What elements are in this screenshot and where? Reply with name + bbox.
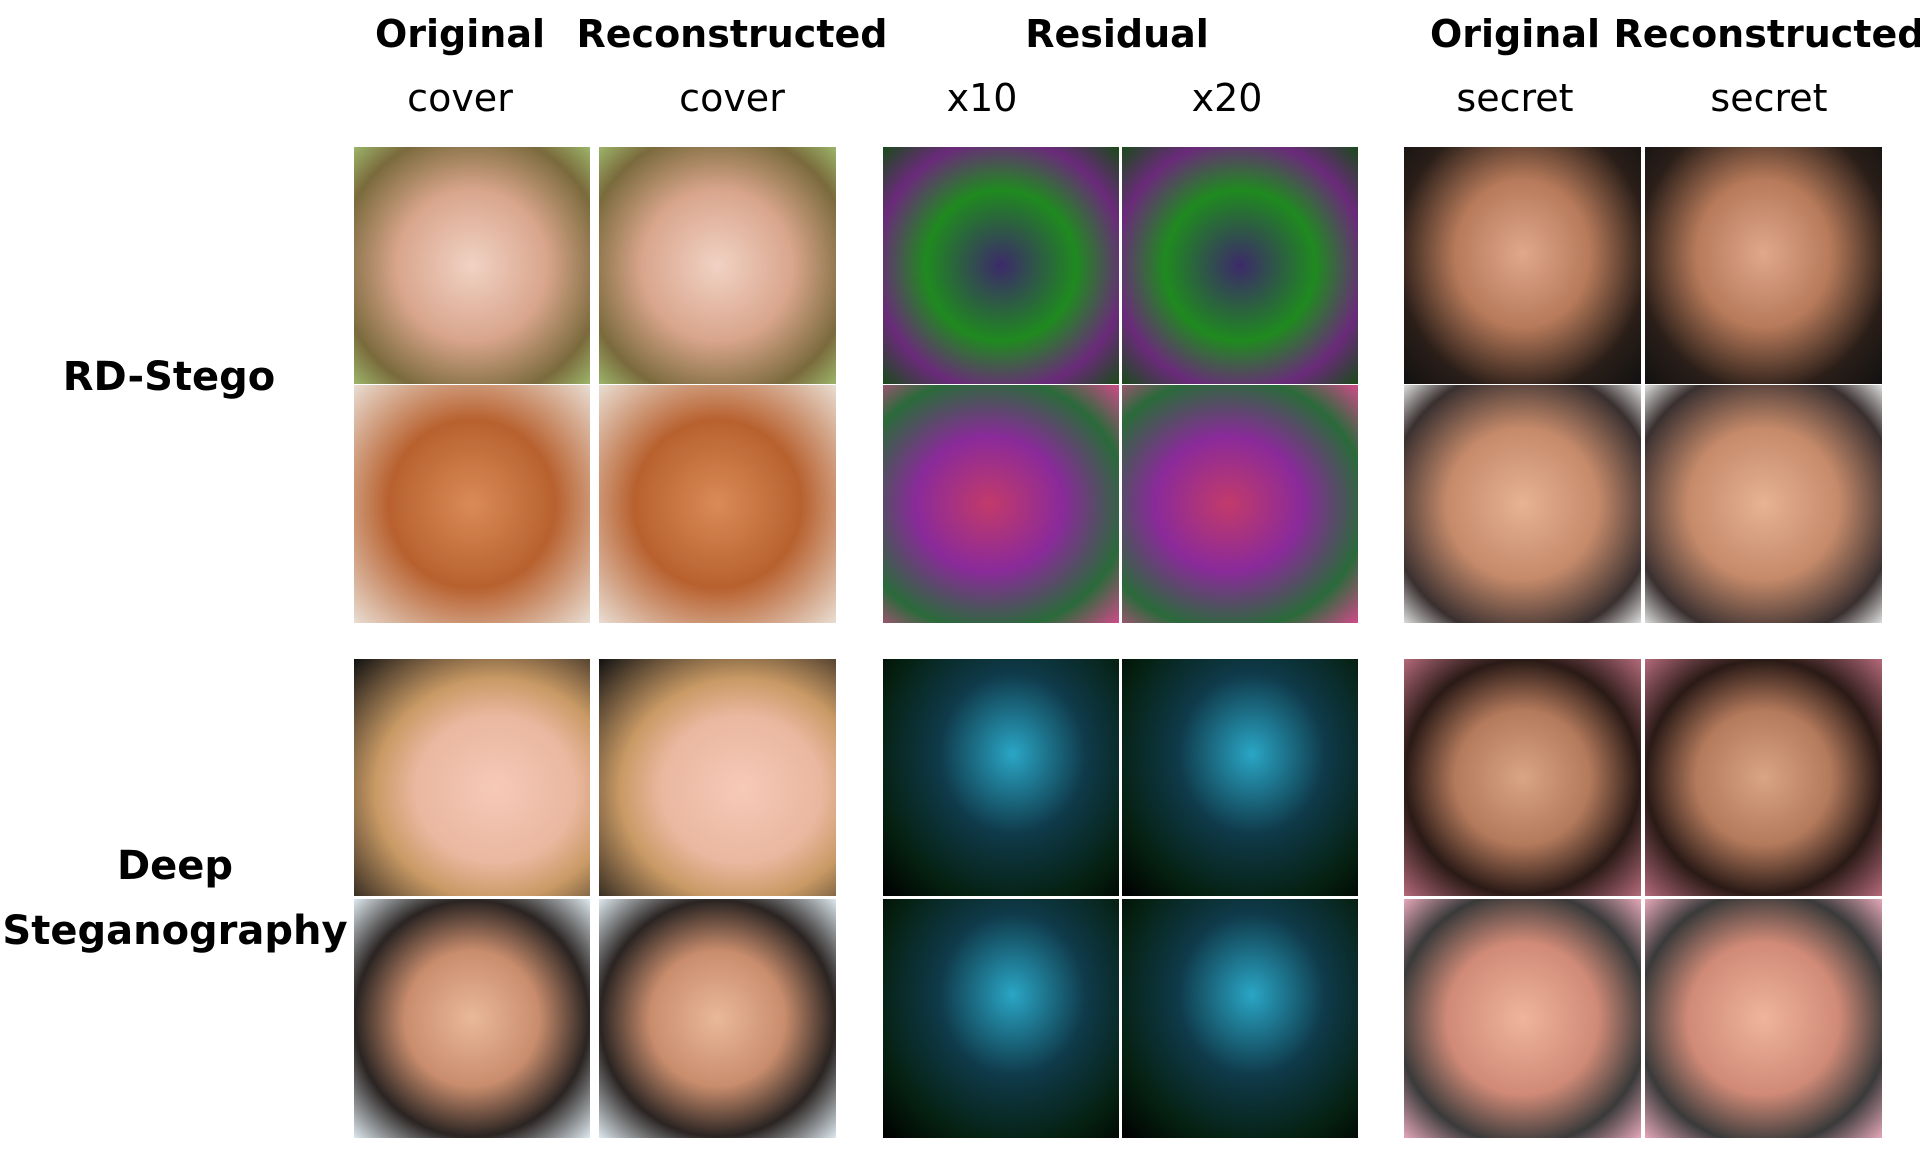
image: [1404, 385, 1641, 623]
row-label: RD-Stego: [62, 354, 276, 400]
image: [354, 899, 590, 1138]
column-subtitle: secret: [1710, 76, 1828, 120]
image: [599, 659, 836, 896]
column-subtitle: x10: [946, 76, 1018, 120]
column-title: Reconstructed: [576, 12, 888, 56]
image: [1122, 385, 1358, 623]
image: [1404, 899, 1641, 1138]
image: [1645, 385, 1882, 623]
image: [354, 147, 590, 384]
image: [1122, 899, 1358, 1138]
image: [599, 385, 836, 623]
column-title: Reconstructed: [1613, 12, 1920, 56]
image: [883, 147, 1119, 384]
image: [1122, 147, 1358, 384]
column-subtitle: cover: [679, 76, 785, 120]
image: [883, 659, 1119, 896]
image: [1404, 147, 1641, 384]
row-label: Deep: [116, 843, 234, 889]
image: [1645, 899, 1882, 1138]
image: [1122, 659, 1358, 896]
column-subtitle: x20: [1191, 76, 1263, 120]
column-title: Original: [374, 12, 546, 56]
image: [883, 385, 1119, 623]
image: [1645, 659, 1882, 896]
image: [354, 659, 590, 896]
column-title: Original: [1429, 12, 1601, 56]
row-label: Steganography: [2, 908, 348, 954]
image: [599, 899, 836, 1138]
image: [354, 385, 590, 623]
image: [1404, 659, 1641, 896]
column-subtitle: cover: [407, 76, 513, 120]
column-subtitle: secret: [1456, 76, 1574, 120]
image: [1645, 147, 1882, 384]
image: [599, 147, 836, 384]
image: [883, 899, 1119, 1138]
residual-title: Residual: [1025, 12, 1209, 56]
